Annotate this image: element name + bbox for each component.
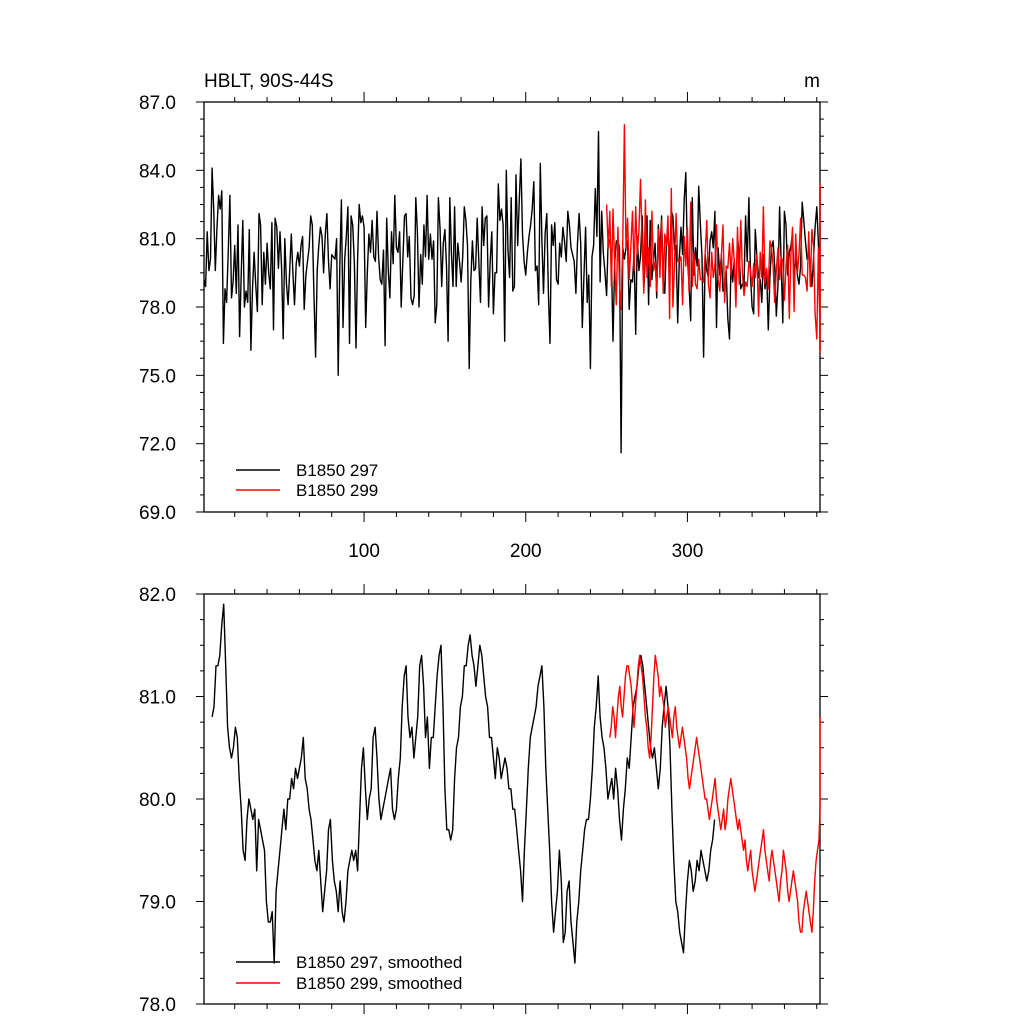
top-series-group [203, 124, 821, 454]
y-tick-label: 78.0 [139, 995, 176, 1016]
y-tick-label: 87.0 [139, 93, 176, 114]
bottom-legend: B1850 297, smoothed B1850 299, smoothed [236, 953, 462, 993]
legend-label-b1850-297: B1850 297 [296, 461, 378, 480]
series-line-b1850-299 [605, 124, 821, 354]
bottom-series-group [211, 603, 821, 964]
y-tick-label: 81.0 [139, 688, 176, 709]
series-line-b1850-297 [203, 130, 821, 454]
y-tick-label: 75.0 [139, 366, 176, 387]
y-tick-label: 81.0 [139, 230, 176, 251]
bottom-ticks: 78.0 79.0 80.0 81.0 82.0 [139, 584, 828, 1016]
x-tick-label: 300 [672, 541, 704, 562]
top-ticks: 69.0 72.0 75.0 78.0 81.0 84.0 87.0 100 200 300 [139, 92, 828, 562]
x-tick-label: 100 [348, 541, 380, 562]
y-tick-label: 79.0 [139, 893, 176, 914]
chart-title: HBLT, 90S-44S [204, 71, 334, 92]
y-tick-label: 80.0 [139, 790, 176, 811]
legend-label-b1850-299-smoothed: B1850 299, smoothed [296, 974, 462, 993]
units-label: m [804, 71, 820, 92]
bottom-panel: 78.0 79.0 80.0 81.0 82.0 B1850 297, smoothed… [139, 584, 828, 1016]
top-legend: B1850 297 B1850 299 [236, 461, 378, 500]
series-line-b1850-299-smoothed [609, 654, 821, 933]
y-tick-label: 78.0 [139, 298, 176, 319]
legend-label-b1850-299: B1850 299 [296, 481, 378, 500]
y-tick-label: 69.0 [139, 503, 176, 524]
y-tick-label: 82.0 [139, 585, 176, 606]
y-tick-label: 84.0 [139, 161, 176, 182]
x-tick-label: 200 [510, 541, 542, 562]
legend-label-b1850-297-smoothed: B1850 297, smoothed [296, 953, 462, 972]
top-panel: HBLT, 90S-44S m 69.0 72.0 75.0 78.0 81.0 84.0… [139, 71, 828, 562]
y-tick-label: 72.0 [139, 435, 176, 456]
series-line-b1850-297-smoothed [211, 603, 716, 964]
